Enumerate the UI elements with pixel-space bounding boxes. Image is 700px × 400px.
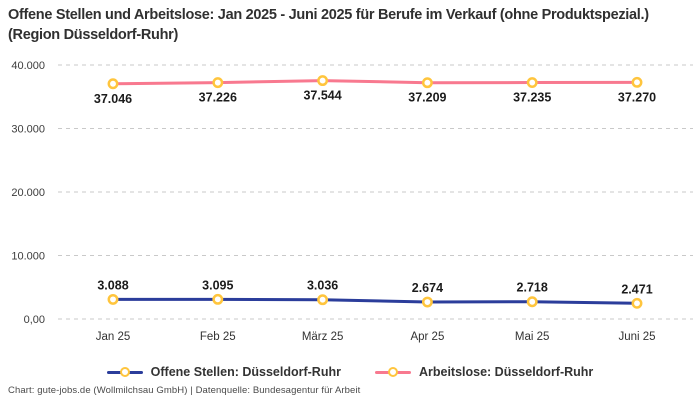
data-point-marker xyxy=(317,294,329,306)
data-point-label: 3.095 xyxy=(202,278,233,292)
data-point-marker xyxy=(107,293,119,305)
x-axis-label: Feb 25 xyxy=(200,331,236,343)
data-point-marker xyxy=(526,77,538,89)
data-point-label: 37.226 xyxy=(199,91,237,105)
data-point-marker xyxy=(631,76,643,88)
data-point-marker xyxy=(421,296,433,308)
y-axis-tick-label: 40.000 xyxy=(11,60,45,72)
data-point-label: 3.036 xyxy=(307,279,338,293)
data-point-marker xyxy=(421,77,433,89)
data-point-label: 37.046 xyxy=(94,92,132,106)
data-point-label: 3.088 xyxy=(97,278,128,292)
data-point-label: 37.209 xyxy=(408,91,446,105)
series-line xyxy=(111,297,639,305)
legend-line-marker-icon xyxy=(374,370,411,374)
data-point-marker xyxy=(631,297,643,309)
series-line xyxy=(111,79,639,86)
legend-item-arbeitslose[interactable]: Arbeitslose: Düsseldorf-Ruhr xyxy=(374,365,594,379)
x-axis-label: Jan 25 xyxy=(96,331,131,343)
data-point-marker xyxy=(107,78,119,90)
chart-title: Offene Stellen und Arbeitslose: Jan 2025… xyxy=(8,7,649,43)
data-point-marker xyxy=(212,293,224,305)
data-point-marker xyxy=(212,77,224,89)
legend-label-arbeitslose: Arbeitslose: Düsseldorf-Ruhr xyxy=(418,365,594,379)
data-point-label: 2.674 xyxy=(412,281,443,295)
data-point-marker xyxy=(317,75,329,87)
x-axis-label: Juni 25 xyxy=(618,331,655,343)
data-point-label: 37.235 xyxy=(513,91,551,105)
data-point-marker xyxy=(526,296,538,308)
legend-label-offene-stellen: Offene Stellen: Düsseldorf-Ruhr xyxy=(150,365,341,379)
legend-line-marker-icon xyxy=(106,370,143,374)
x-axis-label: Mai 25 xyxy=(515,331,550,343)
y-axis-tick-label: 30.000 xyxy=(11,124,45,136)
legend: Offene Stellen: Düsseldorf-Ruhr Arbeitsl… xyxy=(0,365,700,379)
data-point-label: 2.718 xyxy=(517,281,548,295)
legend-item-offene-stellen[interactable]: Offene Stellen: Düsseldorf-Ruhr xyxy=(106,365,341,379)
y-axis-tick-label: 0,00 xyxy=(24,314,45,326)
y-axis-tick-label: 10.000 xyxy=(11,251,45,263)
chart-attribution: Chart: gute-jobs.de (Wollmilchsau GmbH) … xyxy=(8,385,361,396)
x-axis-label: März 25 xyxy=(302,331,344,343)
data-point-label: 2.471 xyxy=(621,282,652,296)
data-point-label: 37.270 xyxy=(618,90,656,104)
data-point-label: 37.544 xyxy=(303,89,341,103)
y-axis-tick-label: 20.000 xyxy=(11,187,45,199)
x-axis-label: Apr 25 xyxy=(410,331,444,343)
